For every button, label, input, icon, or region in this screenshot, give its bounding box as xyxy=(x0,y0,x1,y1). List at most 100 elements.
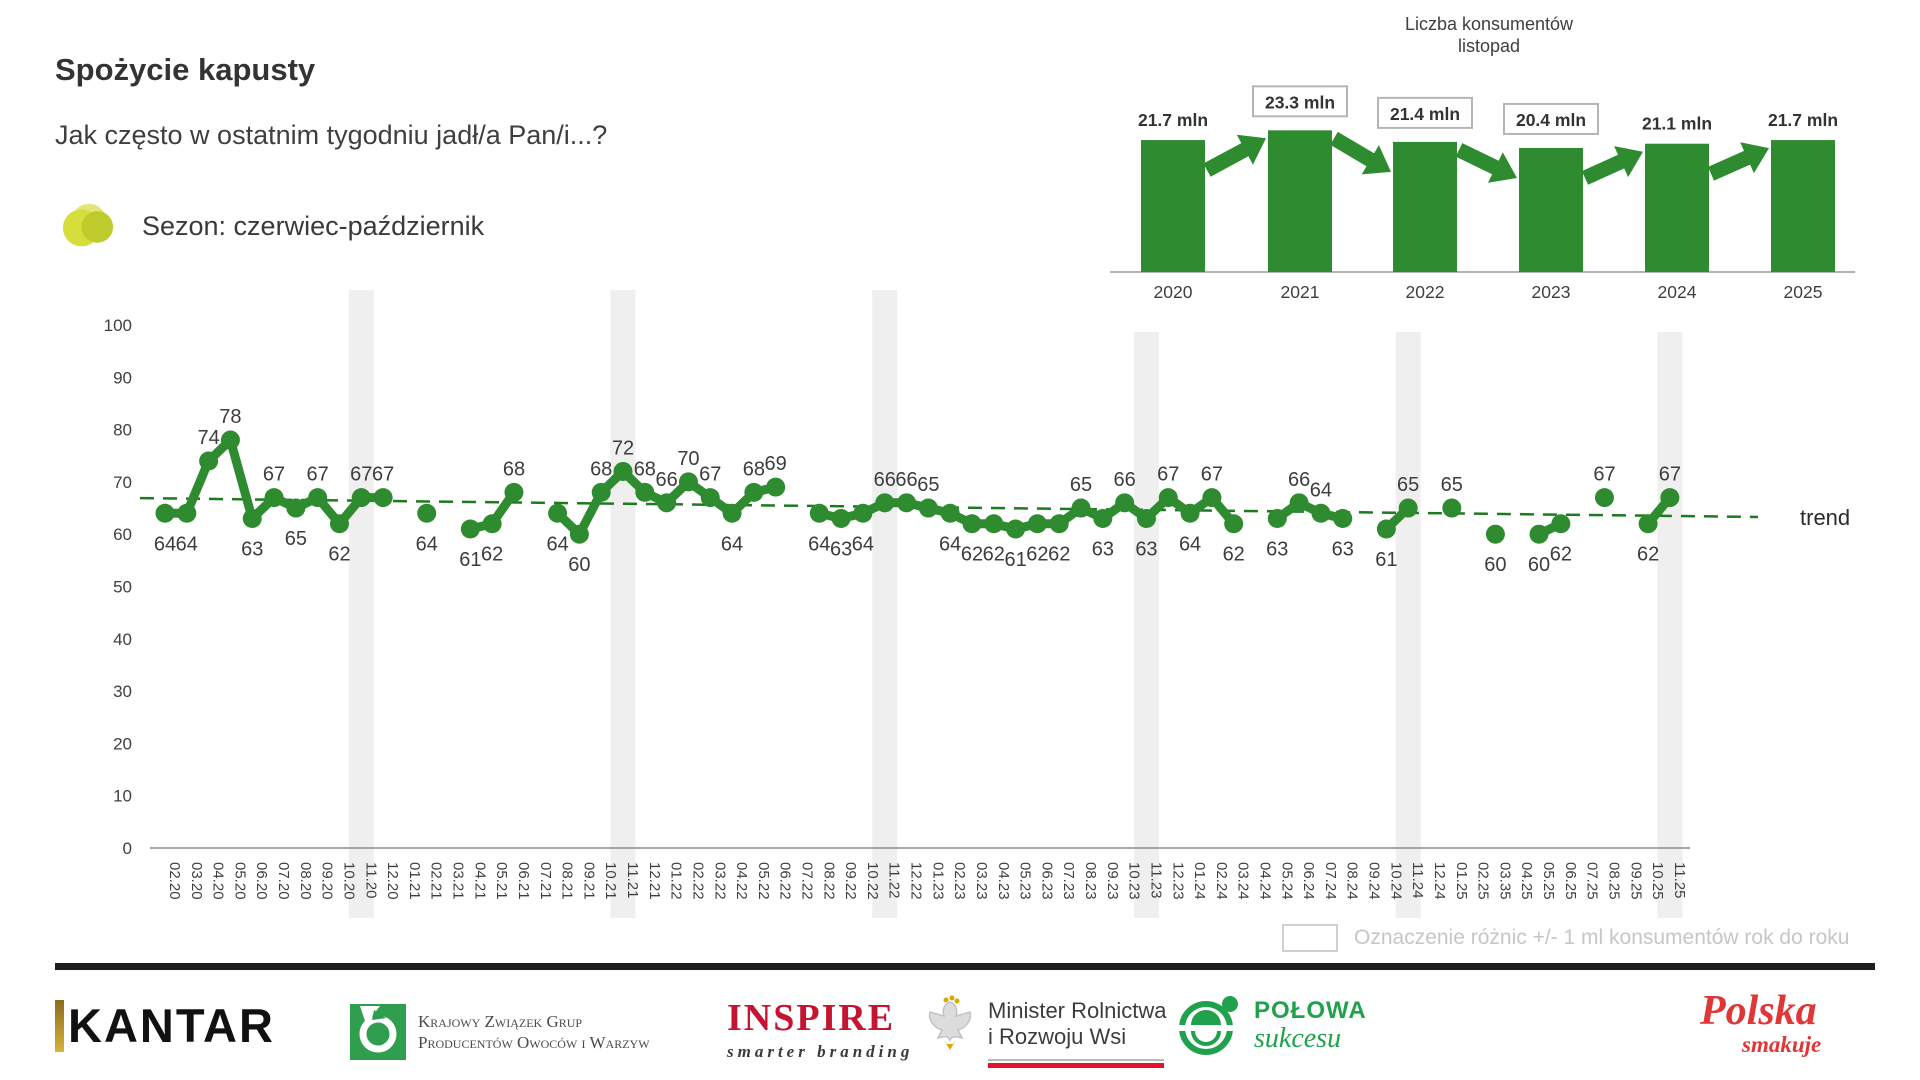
bar-year-label: 2021 xyxy=(1281,282,1320,302)
data-label: 62 xyxy=(1550,544,1572,566)
data-point xyxy=(1158,488,1178,508)
data-point xyxy=(1224,514,1244,534)
x-axis-tick: 08.24 xyxy=(1344,862,1361,900)
y-axis-tick: 60 xyxy=(113,525,132,544)
x-axis-tick: 09.22 xyxy=(842,862,859,900)
x-axis-tick: 03.21 xyxy=(450,862,467,900)
data-label: 74 xyxy=(197,427,219,449)
data-label: 64 xyxy=(154,533,176,555)
data-label: 64 xyxy=(721,533,743,555)
x-axis-tick: 08.21 xyxy=(559,862,576,900)
data-point xyxy=(308,488,328,508)
november-highlight-band xyxy=(1133,332,1159,918)
series-line xyxy=(1272,498,1348,523)
inspire-logo-text: INSPIRE xyxy=(727,997,896,1039)
kantar-logo-text: KANTAR xyxy=(68,999,275,1052)
data-point xyxy=(1115,493,1135,513)
polowa-line1: POŁOWA xyxy=(1254,997,1367,1024)
data-label: 64 xyxy=(1310,479,1332,501)
x-axis-tick: 09.24 xyxy=(1366,862,1383,900)
data-point xyxy=(700,488,720,508)
diff-legend-label: Oznaczenie różnic +/- 1 ml konsumentów r… xyxy=(1354,926,1850,949)
data-label: 63 xyxy=(1266,539,1288,561)
data-point xyxy=(177,503,197,523)
inspire-logo: INSPIRE smarter branding xyxy=(727,996,913,1062)
data-point xyxy=(1180,503,1200,523)
data-point xyxy=(678,472,698,492)
y-axis-tick: 50 xyxy=(113,578,132,597)
data-label: 65 xyxy=(1070,474,1092,496)
season-legend-label: Sezon: czerwiec-październik xyxy=(142,210,485,241)
decrease-arrow-icon xyxy=(1330,131,1391,175)
data-label: 66 xyxy=(895,469,917,491)
data-label: 63 xyxy=(1332,539,1354,561)
x-axis-tick: 12.22 xyxy=(908,862,925,900)
data-label: 68 xyxy=(590,458,612,480)
x-axis-tick: 04.25 xyxy=(1518,862,1535,900)
x-axis-tick: 06.23 xyxy=(1038,862,1055,900)
data-label: 68 xyxy=(634,458,656,480)
x-axis-tick: 10.25 xyxy=(1649,862,1666,900)
data-point xyxy=(373,488,393,508)
consumer-bar xyxy=(1393,141,1457,272)
x-axis-tick: 04.20 xyxy=(210,862,227,900)
x-axis-tick: 04.21 xyxy=(471,862,488,900)
y-axis-tick: 70 xyxy=(113,473,132,492)
data-point xyxy=(984,514,1004,534)
data-label: 62 xyxy=(1048,544,1070,566)
x-axis-tick: 10.23 xyxy=(1126,862,1143,900)
survey-question: Jak często w ostatnim tygodniu jadł/a Pa… xyxy=(55,120,608,150)
x-axis-tick: 02.20 xyxy=(166,862,183,900)
data-label: 78 xyxy=(219,406,241,428)
data-label: 64 xyxy=(416,533,438,555)
cabbage-icon xyxy=(62,203,114,247)
data-label: 64 xyxy=(939,533,961,555)
data-point xyxy=(1071,498,1091,518)
x-axis-tick: 11.22 xyxy=(886,862,903,898)
bar-value-box xyxy=(1377,96,1473,129)
diff-legend-box xyxy=(1282,924,1338,952)
data-point xyxy=(1376,519,1396,539)
kantar-gold-bar-icon xyxy=(55,1000,64,1052)
x-axis-tick: 04.22 xyxy=(733,862,750,900)
data-label: 67 xyxy=(1157,464,1179,486)
november-highlight-band xyxy=(872,290,898,918)
data-point xyxy=(264,488,284,508)
x-axis-tick: 11.23 xyxy=(1147,862,1164,898)
data-point xyxy=(831,509,851,529)
x-axis-tick: 02.24 xyxy=(1213,862,1230,900)
x-axis-tick: 03.22 xyxy=(711,862,728,900)
data-label: 63 xyxy=(1092,539,1114,561)
november-highlight-band xyxy=(1657,332,1683,918)
x-axis-tick: 11.25 xyxy=(1671,862,1688,898)
x-axis-tick: 10.21 xyxy=(602,862,619,900)
increase-arrow-icon xyxy=(1581,146,1643,185)
consumer-bar xyxy=(1141,140,1205,272)
minister-logo: Minister Rolnictwa i Rozwoju Wsi xyxy=(926,992,1167,1068)
y-axis-tick: 80 xyxy=(113,421,132,440)
x-axis-tick: 05.24 xyxy=(1278,862,1295,900)
y-axis-tick: 100 xyxy=(104,316,132,335)
x-axis-tick: 08.20 xyxy=(297,862,314,900)
decrease-arrow-icon xyxy=(1455,143,1517,183)
data-point xyxy=(1638,514,1658,534)
kzg-logo-icon xyxy=(350,1004,406,1060)
data-label: 61 xyxy=(1375,549,1397,571)
november-highlight-band xyxy=(610,290,636,918)
polowa-line2: sukcesu xyxy=(1254,1023,1342,1054)
data-label: 62 xyxy=(1223,544,1245,566)
x-axis-tick: 05.25 xyxy=(1540,862,1557,900)
x-axis-tick: 06.25 xyxy=(1562,862,1579,900)
data-point xyxy=(1485,524,1505,544)
data-point xyxy=(918,498,938,518)
x-axis-tick: 07.20 xyxy=(275,862,292,900)
data-label: 63 xyxy=(241,539,263,561)
x-axis-tick: 06.20 xyxy=(253,862,270,900)
x-axis-tick: 06.24 xyxy=(1300,862,1317,900)
data-point xyxy=(657,493,677,513)
bar-year-label: 2022 xyxy=(1406,282,1445,302)
data-label: 67 xyxy=(307,464,329,486)
data-label: 60 xyxy=(568,554,590,576)
x-axis-tick: 12.24 xyxy=(1431,862,1448,900)
